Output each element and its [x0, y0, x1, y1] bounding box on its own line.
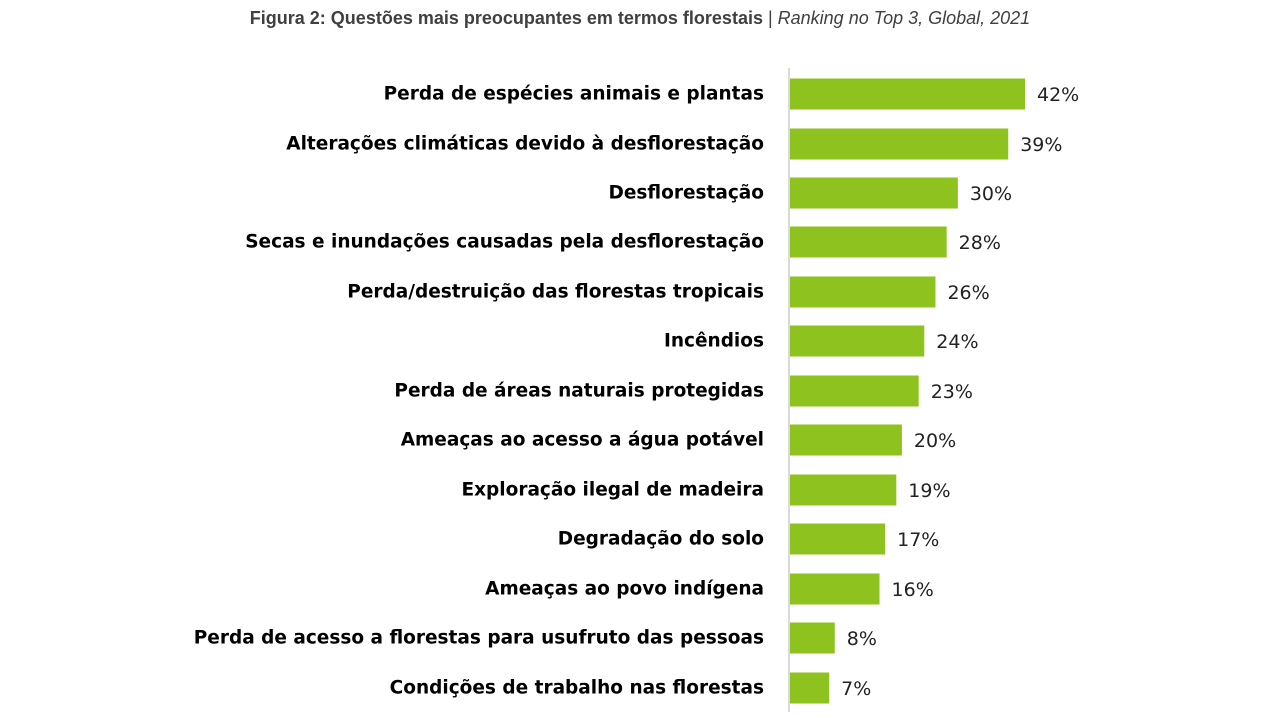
bar [790, 523, 886, 555]
bar [790, 177, 958, 209]
bar [790, 226, 947, 258]
bar [790, 276, 936, 308]
category-label: Degradação do solo [558, 529, 764, 550]
bar [790, 474, 897, 506]
category-label: Incêndios [664, 331, 764, 352]
category-label: Perda de espécies animais e plantas [384, 84, 764, 105]
category-label: Perda de áreas naturais protegidas [394, 381, 764, 402]
chart-title: Figura 2: Questões mais preocupantes em … [0, 8, 1280, 29]
bar [790, 375, 919, 407]
chart-title-separator: | [762, 8, 778, 28]
category-label: Ameaças ao povo indígena [485, 579, 764, 600]
bar [790, 128, 1009, 160]
value-label: 17% [897, 529, 939, 551]
value-label: 26% [947, 282, 989, 304]
value-label: 30% [970, 183, 1012, 205]
chart-subtitle: Ranking no Top 3, Global, 2021 [777, 8, 1031, 28]
bar [790, 672, 830, 704]
category-label: Perda de acesso a florestas para usufrut… [194, 628, 764, 649]
value-label: 19% [908, 480, 950, 502]
value-label: 8% [847, 628, 877, 650]
chart-title-main: Figura 2: Questões mais preocupantes em … [249, 8, 763, 28]
bar [790, 78, 1025, 110]
bar [790, 573, 880, 605]
category-label: Exploração ilegal de madeira [461, 480, 764, 501]
category-label: Alterações climáticas devido à desflores… [286, 134, 764, 155]
category-label: Secas e inundações causadas pela desflor… [245, 232, 764, 253]
category-label: Ameaças ao acesso a água potável [401, 430, 764, 451]
value-label: 24% [936, 331, 978, 353]
value-label: 23% [931, 381, 973, 403]
bar [790, 325, 925, 357]
category-label: Condições de trabalho nas florestas [390, 678, 764, 699]
category-label: Perda/destruição das florestas tropicais [347, 282, 764, 303]
value-label: 42% [1037, 84, 1079, 106]
bar [790, 424, 902, 456]
value-label: 39% [1020, 134, 1062, 156]
value-label: 20% [914, 430, 956, 452]
value-label: 16% [892, 579, 934, 601]
value-label: 28% [959, 232, 1001, 254]
category-label: Desflorestação [608, 183, 764, 204]
value-label: 7% [841, 678, 871, 700]
bar [790, 622, 835, 654]
